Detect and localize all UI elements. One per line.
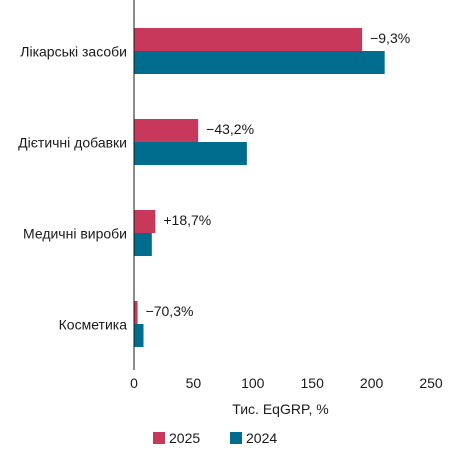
bar-2024-3 <box>134 324 144 347</box>
x-tick-label-0: 0 <box>130 375 138 391</box>
x-tick-label-2: 100 <box>241 375 265 391</box>
bar-2025-0 <box>134 28 363 51</box>
x-tick-label-5: 250 <box>419 375 443 391</box>
legend-swatch-2024 <box>230 432 242 444</box>
change-annotation-3: −70,3% <box>146 303 194 319</box>
change-annotation-2: +18,7% <box>163 212 211 228</box>
x-tick-labels: 0 50 100 150 200 250 <box>130 375 443 391</box>
bar-2025-2 <box>134 210 156 233</box>
category-labels: Лікарські засоби Дієтичні добавки Медичні … <box>18 44 127 333</box>
category-label-1: Дієтичні добавки <box>18 135 127 151</box>
legend-label-2025: 2025 <box>169 430 200 446</box>
change-annotation-1: −43,2% <box>206 121 254 137</box>
x-tick-label-1: 50 <box>186 375 202 391</box>
bars-layer <box>134 28 385 347</box>
category-label-0: Лікарські засоби <box>20 44 127 60</box>
x-axis-label: Тис. EqGRP, % <box>232 401 328 417</box>
category-label-3: Косметика <box>59 317 128 333</box>
bar-2025-3 <box>134 301 138 324</box>
bar-2024-2 <box>134 233 152 256</box>
legend-swatch-2025 <box>153 432 165 444</box>
annotations-layer: −9,3% −43,2% +18,7% −70,3% <box>146 30 411 319</box>
legend: 2025 2024 <box>153 430 277 446</box>
bar-2025-1 <box>134 119 199 142</box>
legend-label-2024: 2024 <box>246 430 277 446</box>
category-label-2: Медичні вироби <box>23 226 127 242</box>
change-annotation-0: −9,3% <box>370 30 410 46</box>
bar-2024-0 <box>134 51 385 74</box>
bar-2024-1 <box>134 142 247 165</box>
x-tick-label-3: 150 <box>301 375 325 391</box>
x-tick-label-4: 200 <box>360 375 384 391</box>
